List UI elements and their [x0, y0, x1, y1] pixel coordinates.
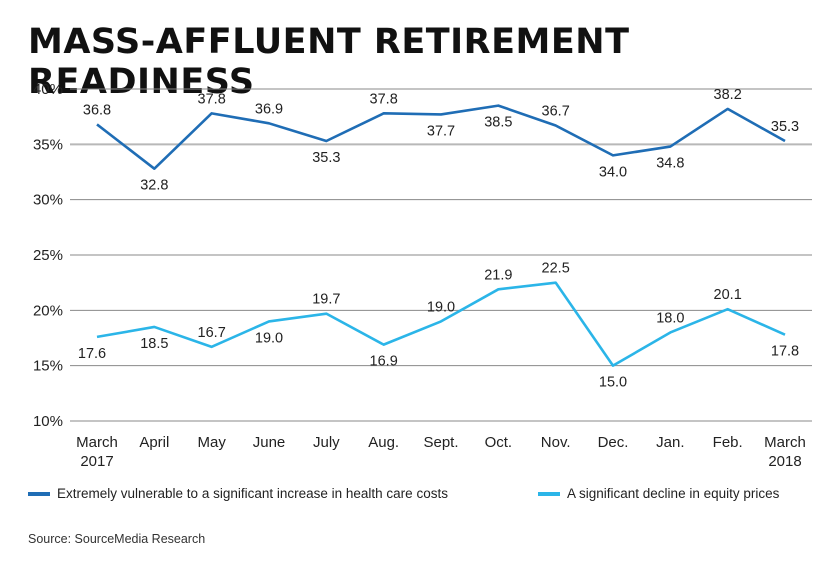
data-label: 16.9 — [370, 354, 398, 370]
y-tick-label: 40% — [33, 81, 63, 98]
data-label: 17.6 — [78, 346, 106, 362]
data-label: 15.0 — [599, 375, 627, 391]
x-tick-label: Oct. — [485, 434, 513, 451]
x-tick-label: Feb. — [713, 434, 743, 451]
x-tick-label: 2017 — [80, 453, 113, 470]
legend: Extremely vulnerable to a significant in… — [28, 486, 818, 510]
data-label: 34.0 — [599, 164, 627, 180]
data-label: 16.7 — [198, 325, 226, 341]
y-tick-label: 35% — [33, 136, 63, 153]
data-label: 37.7 — [427, 123, 455, 139]
x-tick-label: June — [253, 434, 286, 451]
line-chart: 40% 35% 30% 25% 20% 15% 10% March 2017 April May Ju… — [33, 81, 812, 470]
x-tick-label: Sept. — [423, 434, 458, 451]
x-tick-label: Nov. — [541, 434, 571, 451]
data-label: 19.0 — [427, 299, 455, 315]
data-label: 36.7 — [542, 104, 570, 120]
legend-label-equity: A significant decline in equity prices — [567, 486, 780, 501]
data-label: 17.8 — [771, 344, 799, 360]
x-tick-label: March — [764, 434, 806, 451]
data-label: 22.5 — [542, 261, 570, 277]
x-tick-label: 2018 — [768, 453, 801, 470]
x-tick-label: July — [313, 434, 340, 451]
data-label: 34.8 — [656, 156, 684, 172]
legend-item-health-care: Extremely vulnerable to a significant in… — [28, 486, 448, 501]
data-label: 35.3 — [771, 119, 799, 135]
legend-swatch-health-care — [28, 491, 50, 496]
legend-item-equity: A significant decline in equity prices — [538, 486, 779, 501]
x-tick-label: Aug. — [368, 434, 399, 451]
data-label: 35.3 — [312, 150, 340, 166]
x-tick-label: May — [197, 434, 226, 451]
x-tick-label: Dec. — [598, 434, 629, 451]
data-label: 32.8 — [140, 178, 168, 194]
data-label: 38.5 — [484, 115, 512, 131]
data-label: 18.5 — [140, 336, 168, 352]
y-tick-label: 10% — [33, 413, 63, 430]
data-label: 36.8 — [83, 102, 111, 118]
source-note: Source: SourceMedia Research — [28, 532, 206, 546]
data-label: 19.0 — [255, 330, 283, 346]
legend-label-health-care: Extremely vulnerable to a significant in… — [57, 486, 448, 501]
data-label: 36.9 — [255, 101, 283, 117]
data-label: 21.9 — [484, 267, 512, 283]
legend-swatch-equity — [538, 491, 560, 496]
x-tick-label: Jan. — [656, 434, 684, 451]
y-tick-label: 25% — [33, 247, 63, 264]
x-tick-label: March — [76, 434, 118, 451]
y-tick-label: 20% — [33, 302, 63, 319]
y-tick-label: 15% — [33, 358, 63, 375]
data-label: 20.1 — [714, 287, 742, 303]
data-label: 38.2 — [714, 87, 742, 103]
data-label: 19.7 — [312, 292, 340, 308]
data-label: 18.0 — [656, 310, 684, 326]
x-tick-label: April — [139, 434, 169, 451]
data-label: 37.8 — [198, 91, 226, 107]
y-tick-label: 30% — [33, 192, 63, 209]
chart-title: MASS-AFFLUENT RETIREMENT READINESS — [28, 22, 630, 102]
data-label: 37.8 — [370, 91, 398, 107]
